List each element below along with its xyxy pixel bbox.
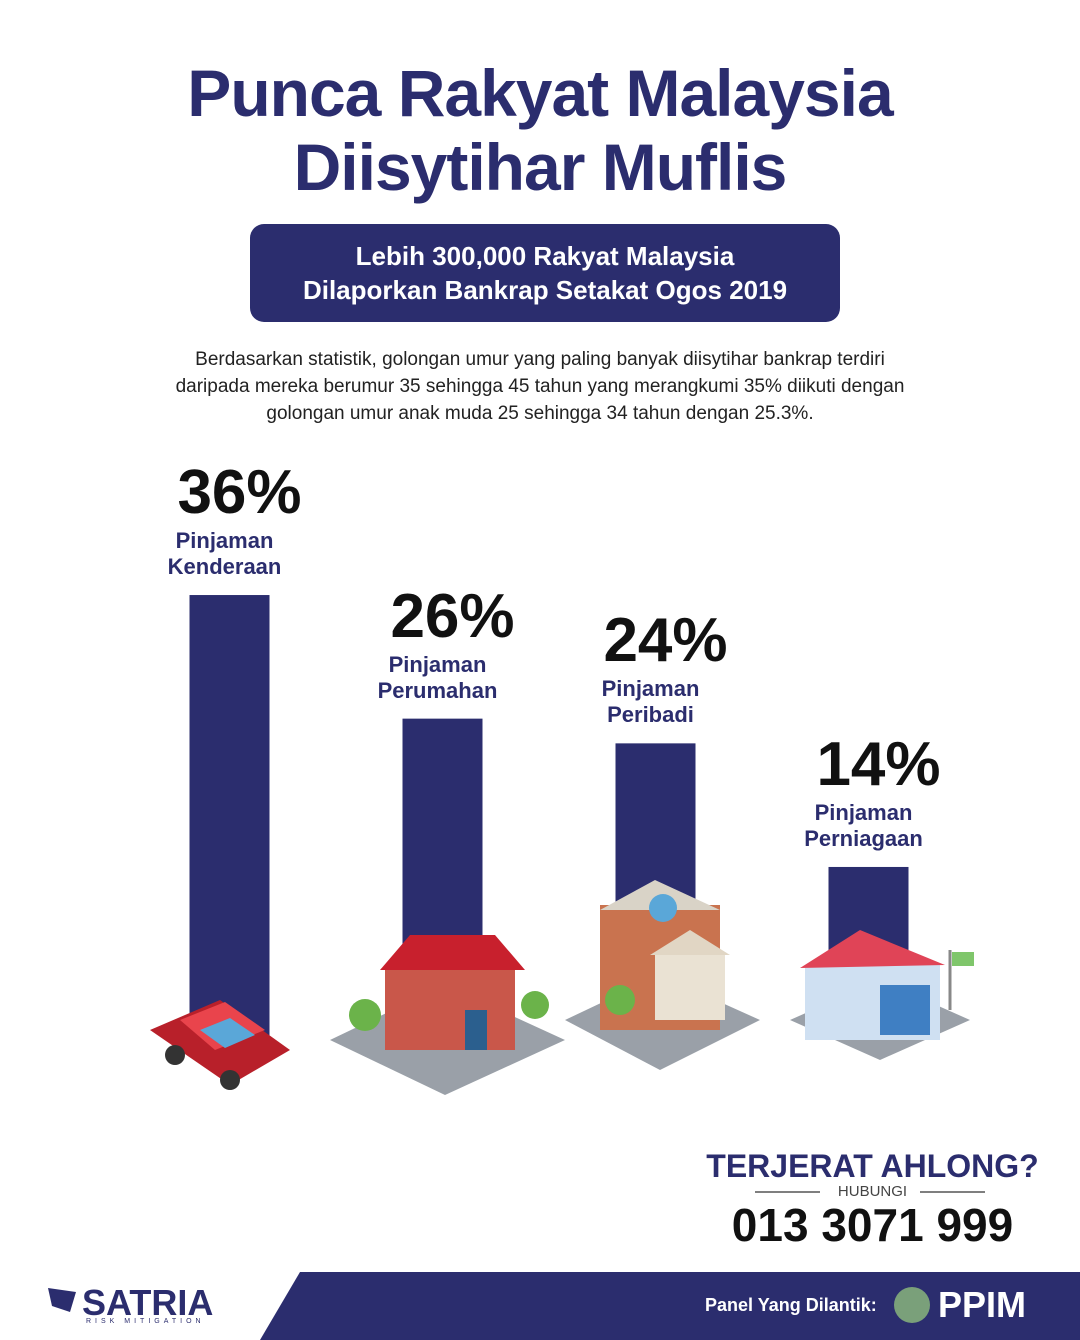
subtitle: Lebih 300,000 Rakyat Malaysia [355,241,735,271]
footer-band [260,1272,1080,1340]
bar [189,595,270,1040]
value-label: 36% [177,458,302,528]
shop-roof [800,930,945,968]
tree [605,985,635,1015]
illustrations [150,880,974,1095]
shop-window [880,985,930,1035]
contact-question: TERJERAT AHLONG? [706,1148,1039,1184]
subtitle-box [250,224,840,322]
panel-text: Panel Yang Dilantik: [705,1295,877,1315]
flag [952,952,974,966]
house-roof [380,935,525,970]
door [465,1010,487,1050]
satria-logo [48,1288,76,1312]
car-window [200,1018,255,1048]
ppim-logo [894,1287,930,1323]
tree [349,999,381,1031]
value-label: 14% [816,729,941,799]
portico-columns [655,955,725,1020]
house-wall [385,965,515,1050]
category-label: Pinjaman Perniagaan [804,799,923,851]
category-label: Pinjaman Peribadi [601,676,700,728]
category-label: Pinjaman Kenderaan [167,528,282,580]
contact-phone: 013 3071 999 [731,1199,1014,1251]
description: Berdasarkan statistik, golongan umur yan… [175,349,905,424]
value-label: 26% [390,581,515,651]
tagline: RISK MITIGATION [86,1318,205,1325]
category-label: Pinjaman Perumahan [377,651,498,703]
value-label: 24% [603,606,728,676]
wheel [165,1045,185,1065]
brand: SATRIA [82,1282,214,1323]
title: Punca Rakyat Malaysia [187,56,893,130]
partner: PPIM [938,1284,1027,1325]
contact-prompt: HUBUNGI [837,1183,908,1200]
subtitle: Dilaporkan Bankrap Setakat Ogos 2019 [302,275,788,305]
wheel [220,1070,240,1090]
title: Diisytihar Muflis [293,130,788,204]
dome [649,894,677,922]
tree [521,991,549,1019]
portico [650,930,730,955]
